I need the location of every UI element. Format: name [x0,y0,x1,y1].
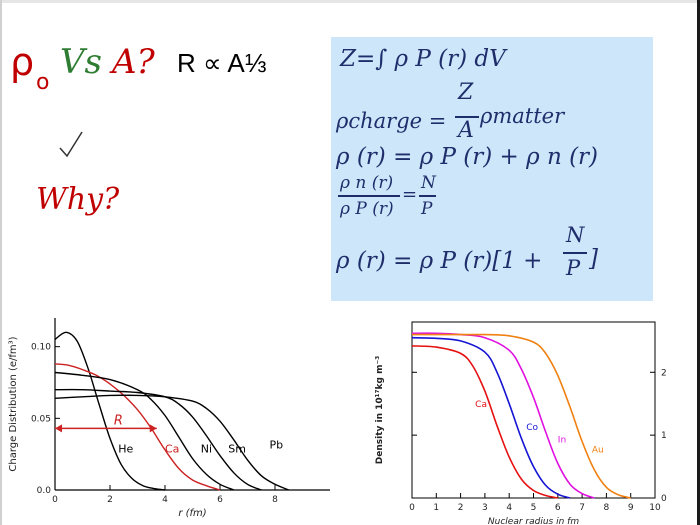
x-tick-label: 6 [217,495,223,505]
x-tick-label: 2 [107,495,113,505]
equation-charge-integral: Z=∫ ρ P (r) dV [340,46,506,72]
title-radius-formula: R ∝ A⅓ [177,48,267,78]
series-label-in: In [558,436,566,446]
equation-ratio-p: P [421,199,433,219]
x-tick-label: 0 [52,495,58,505]
y-tick-label: 0.10 [31,343,51,353]
check-mark-icon [59,131,83,158]
equation-charge-rhs: ρmatter [480,104,565,128]
slide-right-edge [697,0,700,525]
y-tick-label: 2 [661,368,667,378]
equation-ratio-n: N [421,173,436,193]
equation-box [331,37,653,301]
x-tick-label: 6 [555,503,561,513]
y-tick-label: 0.0 [37,486,52,496]
series-label-sm: Sm [228,443,246,456]
y-axis-label: Density in 10¹⁷kg m⁻³ [375,356,385,464]
series-line-ca [54,363,221,491]
series-line-ni [54,371,235,491]
series-line-pb [54,394,290,491]
equation-density-factor-p: P [566,256,581,280]
equation-ratio-numerator: ρ n (r) [340,173,394,193]
series-line-au [411,333,631,499]
y-tick-label: 0 [661,494,667,504]
charge-distribution-chart: 0 2 4 6 8 0.0 0.05 0.10 He Ca Ni Sm Pb r (fm) Charge D… [8,318,330,519]
x-tick-label: 5 [531,503,537,513]
series-label-he: He [118,443,133,456]
equation-density-factor-n: N [566,223,585,247]
plot-frame [411,321,656,499]
y-tick-label: 0.05 [31,414,51,424]
equation-charge-numerator: Z [458,80,474,105]
slide-top-edge [0,0,700,3]
series-line-co [411,336,571,499]
equation-charge-lhs: ρcharge = [336,109,447,133]
title-rho-subscript: o [36,70,50,95]
why-label: Why? [36,182,120,217]
series-label-ca: Ca [165,443,179,456]
x-tick-label: 4 [506,503,512,513]
series-label-pb: Pb [270,438,284,451]
x-tick-label: 8 [272,495,278,505]
x-tick-label: 0 [409,503,415,513]
equation-density-sum: ρ (r) = ρ P (r) + ρ n (r) [336,144,599,170]
x-axis-label: r (fm) [178,508,206,519]
radius-annotation-label: R [114,413,123,428]
radius-arrowhead-right [149,424,157,433]
equation-density-factor-lhs: ρ (r) = ρ P (r)[1 + [336,248,543,274]
equation-ratio-equals: = [402,184,418,205]
series-line-in [411,332,595,499]
equation-ratio-np-bar [419,195,436,197]
title-rho-symbol: ρ [10,40,35,84]
series-label-ca: Ca [475,400,487,410]
x-tick-label: 4 [162,495,168,505]
slide-left-edge [0,0,2,525]
x-tick-label: 8 [604,503,610,513]
equation-ratio-denominator: ρ P (r) [340,199,394,219]
series-line-he [54,331,166,491]
x-tick-label: 3 [482,503,488,513]
series-label-au: Au [592,446,604,456]
equation-density-factor-close: ] [589,246,598,272]
title-a-question: A? [112,42,155,82]
equation-density-factor-bar [563,252,587,254]
y-axis-label: Charge Distribution (e/fm³) [8,336,19,471]
y-tick-label: 1 [661,431,667,441]
series-label-ni: Ni [201,443,212,456]
x-tick-label: 7 [579,503,585,513]
series-line-sm [54,388,262,491]
equation-charge-denominator: A [458,118,474,143]
x-tick-label: 9 [628,503,634,513]
series-line-ca [411,345,558,499]
series-label-co: Co [526,423,538,433]
radius-arrowhead-left [55,424,62,433]
x-axis-label: Nuclear radius in fm [488,517,579,525]
equation-ratio-fraction-bar [338,195,400,197]
equation-charge-fraction-bar [455,116,479,118]
x-tick-label: 10 [649,503,661,513]
x-tick-label: 1 [433,503,439,513]
x-tick-label: 2 [458,503,464,513]
title-vs: Vs [60,42,103,82]
